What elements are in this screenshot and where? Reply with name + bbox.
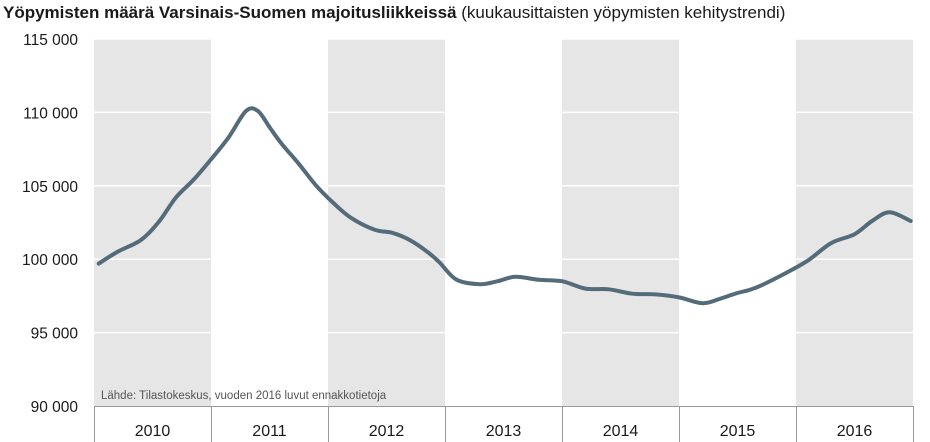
x-tick-label-2014: 2014: [603, 423, 639, 440]
x-tick-label-2013: 2013: [486, 423, 522, 440]
y-tick-label: 90 000: [31, 399, 79, 416]
x-tick-label-2011: 2011: [252, 423, 287, 440]
x-tick-label-2015: 2015: [720, 423, 756, 440]
gridlines: [94, 38, 913, 334]
y-tick-label: 110 000: [23, 105, 78, 122]
x-tick-label-2016: 2016: [837, 423, 873, 440]
x-tick-label-2010: 2010: [135, 423, 171, 440]
y-tick-labels: 90 000 95 000 100 000 105 000 110 000 115 000: [22, 32, 78, 416]
y-tick-label: 100 000: [22, 252, 78, 269]
chart-title-block: Yöpymisten määrä Varsinais-Suomen majoit…: [3, 3, 785, 23]
year-bands: [94, 39, 913, 406]
year-band-2016: [796, 39, 913, 406]
source-note: Lähde: Tilastokeskus, vuoden 2016 luvut …: [101, 390, 387, 402]
year-band-2014: [562, 39, 679, 406]
series-line: [96, 106, 913, 306]
y-tick-label: 105 000: [22, 179, 78, 196]
x-axis: 2010 2011 2012 2013 2014 2015 2016: [94, 406, 914, 442]
year-band-2012: [328, 39, 445, 406]
year-band-2010: [94, 39, 211, 406]
y-tick-label: 115 000: [23, 32, 78, 49]
x-tick-label-2012: 2012: [369, 423, 405, 440]
y-tick-label: 95 000: [31, 326, 79, 343]
chart-subtitle: (kuukausittaisten yöpymisten kehitystren…: [461, 3, 786, 22]
chart-title: Yöpymisten määrä Varsinais-Suomen majoit…: [3, 3, 457, 22]
